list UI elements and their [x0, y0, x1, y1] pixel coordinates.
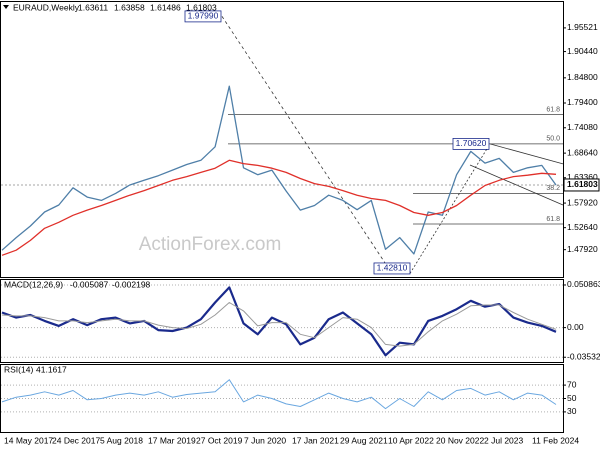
last-price-box	[563, 178, 600, 192]
series-line	[1, 302, 557, 347]
y-tick-label: 0.050863	[567, 279, 600, 289]
fib-label: 61.8	[546, 106, 560, 113]
x-tick-label: 11 Feb 2024	[532, 435, 579, 445]
y-tick-label: 1.47920	[567, 244, 598, 254]
y-tick-label: 50	[567, 393, 577, 403]
y-tick-label: 1.84800	[567, 72, 598, 82]
y-tick-label: 0.00	[567, 322, 584, 332]
y-tick-label: 1.90440	[567, 46, 598, 56]
watermark: ActionForex.com	[139, 234, 282, 255]
y-tick-label: 70	[567, 379, 577, 389]
x-tick-label: 17 Jan 2021	[292, 435, 339, 445]
indicator-value: -0.002198	[112, 279, 151, 289]
x-tick-label: 5 Aug 2018	[100, 435, 143, 445]
y-tick-label: 1.79400	[567, 97, 598, 107]
x-tick-label: 27 Oct 2019	[196, 435, 243, 445]
x-tick-label: 14 May 2017	[4, 435, 53, 445]
y-tick-label: 1.63360	[567, 172, 598, 182]
x-tick-label: 20 Nov 2022	[436, 435, 484, 445]
fib-label: 61.8	[546, 216, 560, 223]
y-tick-label: -0.035322	[567, 351, 600, 361]
channel-line	[469, 164, 564, 206]
y-tick-label: 1.57920	[567, 197, 598, 207]
price-annotation: 1.97990	[188, 11, 219, 21]
x-tick-label: 10 Apr 2022	[388, 435, 434, 445]
price-annotation-box	[452, 138, 490, 150]
x-tick-label: 24 Dec 2017	[52, 435, 100, 445]
y-tick-label: 1.95521	[567, 22, 598, 32]
indicator-value: 41.1617	[36, 364, 67, 374]
price-annotation-box	[184, 10, 222, 23]
y-tick-label: 1.74080	[567, 122, 598, 132]
ohlc-value: 1.61486	[150, 2, 181, 12]
indicator-title: RSI(14)	[4, 364, 33, 374]
price-annotation: 1.70620	[456, 138, 487, 148]
price-panel	[0, 1, 564, 278]
ohlc-value: 1.63858	[114, 2, 145, 12]
y-tick-label: 1.52640	[567, 222, 598, 232]
x-tick-label: 17 Mar 2019	[148, 435, 196, 445]
series-line	[1, 85, 557, 255]
x-tick-label: 7 Jun 2020	[244, 435, 286, 445]
indicator-title: MACD(12,26,9)	[4, 279, 63, 289]
channel-line	[489, 143, 564, 165]
menu-arrow	[3, 5, 9, 9]
symbol-title: EURAUD,Weekly	[13, 2, 80, 12]
last-price-label: 1.61803	[567, 179, 598, 189]
x-tick-label: 2 Jul 2023	[484, 435, 523, 445]
price-annotation: 1.42810	[377, 263, 408, 273]
price-annotation-box	[373, 262, 411, 275]
series-line	[1, 159, 557, 256]
ohlc-value: 1.63611	[78, 2, 108, 12]
series-line	[1, 379, 557, 410]
fib-label: 50.0	[546, 136, 560, 143]
indicator-value: -0.005087	[70, 279, 109, 289]
ohlc-value: 1.61803	[186, 2, 217, 12]
x-tick-label: 29 Aug 2021	[340, 435, 388, 445]
y-tick-label: 1.68640	[567, 147, 598, 157]
fib-label: 38.2	[546, 185, 560, 192]
y-tick-label: 30	[567, 406, 577, 416]
macd-panel	[0, 279, 564, 363]
